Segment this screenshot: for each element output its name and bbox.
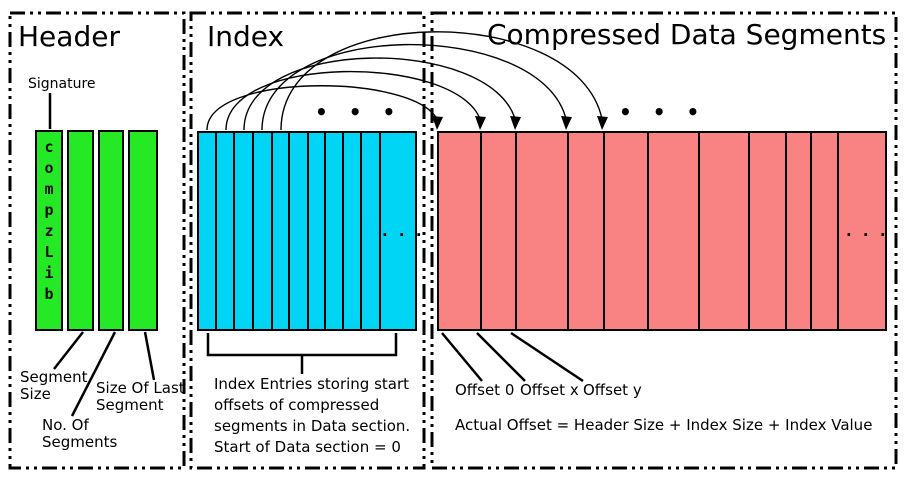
cell-divider xyxy=(324,133,326,329)
index-to-data-arrow-4 xyxy=(261,43,567,131)
signature-letter: L xyxy=(44,243,54,261)
cell-divider xyxy=(515,133,517,329)
signature-letter: p xyxy=(44,201,54,219)
cell-divider xyxy=(307,133,309,329)
cell-divider xyxy=(342,133,344,329)
cell-divider xyxy=(810,133,812,329)
cell-divider xyxy=(360,133,362,329)
arrowhead-4 xyxy=(561,116,572,130)
segment-size-pointer-line xyxy=(53,331,84,370)
cell-divider xyxy=(215,133,217,329)
cell-divider xyxy=(480,133,482,329)
arrowhead-3 xyxy=(510,116,521,130)
cell-divider xyxy=(379,133,381,329)
last-segment-size-pointer-line xyxy=(143,331,156,381)
cell-divider xyxy=(233,133,235,329)
last-segment-size-label: Size Of Last Segment xyxy=(96,379,185,414)
offset-y-label: Offset y xyxy=(583,381,642,399)
arrowhead-1 xyxy=(432,116,443,130)
data-more-segments-ellipsis: • • • xyxy=(619,100,707,124)
index-section-title: Index xyxy=(207,20,285,53)
cell-divider xyxy=(647,133,649,329)
index-block-ellipsis: . . . xyxy=(382,222,425,240)
offset-0-pointer-line xyxy=(441,332,483,382)
offset-0-label: Offset 0 xyxy=(455,381,515,399)
segment-size-label: Segment Size xyxy=(20,368,88,403)
cell-divider xyxy=(603,133,605,329)
cell-divider xyxy=(748,133,750,329)
cell-divider xyxy=(288,133,290,329)
signature-letter: m xyxy=(44,180,54,198)
signature-label: Signature xyxy=(28,76,96,92)
index-more-entries-ellipsis: • • • xyxy=(315,100,403,124)
num-segments-label: No. Of Segments xyxy=(42,416,118,451)
offset-x-label: Offset x xyxy=(520,381,579,399)
cell-divider xyxy=(785,133,787,329)
data-block-ellipsis: . . . xyxy=(846,222,889,240)
signature-letter: o xyxy=(44,159,54,177)
cell-divider xyxy=(567,133,569,329)
offset-y-pointer-line xyxy=(510,331,584,383)
cell-divider xyxy=(252,133,254,329)
signature-letter: c xyxy=(44,138,54,156)
arrowhead-5 xyxy=(597,116,608,130)
cell-divider xyxy=(698,133,700,329)
header-field-num-segments xyxy=(98,130,124,331)
arrowhead-2 xyxy=(475,116,486,130)
cell-divider xyxy=(271,133,273,329)
index-entries-block xyxy=(197,131,417,331)
cell-divider xyxy=(837,133,839,329)
data-segments-block xyxy=(437,131,887,331)
offset-x-pointer-line xyxy=(476,332,526,382)
header-section-title: Header xyxy=(18,20,120,53)
signature-letter: z xyxy=(44,222,54,240)
actual-offset-formula: Actual Offset = Header Size + Index Size… xyxy=(455,416,873,434)
header-field-last-segment-size xyxy=(128,130,158,331)
index-entries-caption: Index Entries storing start offsets of c… xyxy=(214,375,411,456)
signature-letter: b xyxy=(44,285,54,303)
data-section-title: Compressed Data Segments xyxy=(487,18,887,51)
signature-letter: i xyxy=(44,264,54,282)
header-field-segment-size xyxy=(67,130,94,331)
index-entries-bracket xyxy=(206,333,398,374)
header-field-signature xyxy=(35,130,63,331)
